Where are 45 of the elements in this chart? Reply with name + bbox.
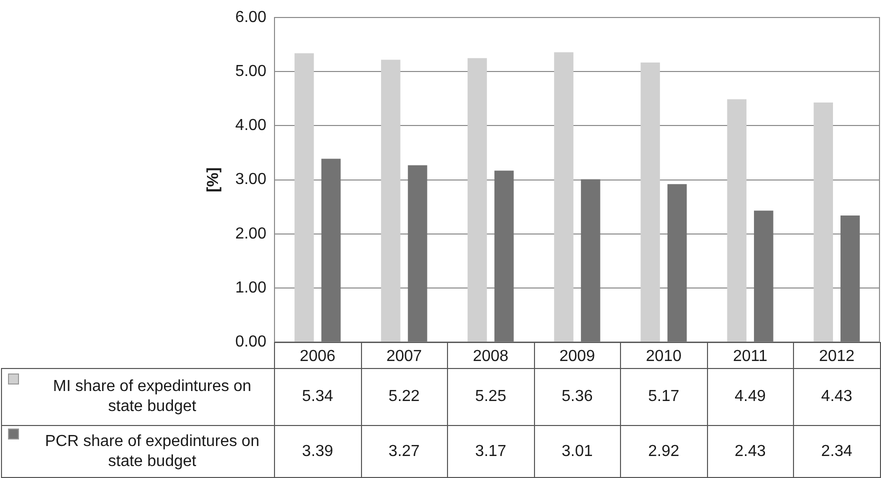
data-label: 5.17 xyxy=(648,388,680,405)
data-label: 2.92 xyxy=(648,442,680,460)
bar xyxy=(727,99,746,342)
legend-label: MI share of expedintures on state budget xyxy=(53,378,252,415)
y-tick-label: 3.00 xyxy=(235,171,266,188)
bar xyxy=(667,184,687,342)
bar xyxy=(840,215,860,342)
data-label: 4.43 xyxy=(821,388,852,405)
data-label: 3.27 xyxy=(388,442,420,460)
x-tick-label: 2009 xyxy=(559,348,596,366)
y-tick-label: 1.00 xyxy=(235,279,266,296)
data-label: 5.25 xyxy=(475,388,506,405)
data-label: 5.36 xyxy=(562,388,593,405)
y-tick-label: 4.00 xyxy=(235,117,266,134)
legend-label: PCR share of expedintures on state budget xyxy=(45,432,260,470)
y-tick-label: 2.00 xyxy=(235,225,266,242)
x-tick-label: 2012 xyxy=(818,348,855,366)
data-label: 5.22 xyxy=(388,388,420,405)
bar xyxy=(381,60,400,342)
bar xyxy=(640,62,660,342)
bar xyxy=(580,179,600,342)
x-tick-label: 2010 xyxy=(646,348,682,366)
x-tick-label: 2007 xyxy=(386,348,422,366)
data-label: 3.17 xyxy=(475,442,506,460)
bar xyxy=(494,170,514,342)
y-tick-label: 0.00 xyxy=(235,333,266,350)
x-tick-label: 2011 xyxy=(733,348,768,366)
bar xyxy=(408,165,428,342)
data-label: 5.34 xyxy=(302,388,334,405)
data-label: 3.39 xyxy=(302,442,334,460)
bar xyxy=(814,102,833,342)
y-tick-label: 6.00 xyxy=(235,9,266,26)
bar xyxy=(321,158,341,342)
x-tick-label: 2006 xyxy=(300,348,336,366)
data-label: 4.49 xyxy=(734,388,766,405)
bar xyxy=(554,52,574,342)
bar xyxy=(294,53,314,342)
bar xyxy=(468,58,487,342)
data-label: 2.34 xyxy=(821,442,852,460)
data-label: 3.01 xyxy=(562,442,593,460)
y-axis-title: [%] xyxy=(205,167,222,192)
y-tick-label: 5.00 xyxy=(235,63,266,80)
bar xyxy=(754,210,774,342)
x-tick-label: 2008 xyxy=(472,348,509,366)
data-label: 2.43 xyxy=(734,442,766,460)
